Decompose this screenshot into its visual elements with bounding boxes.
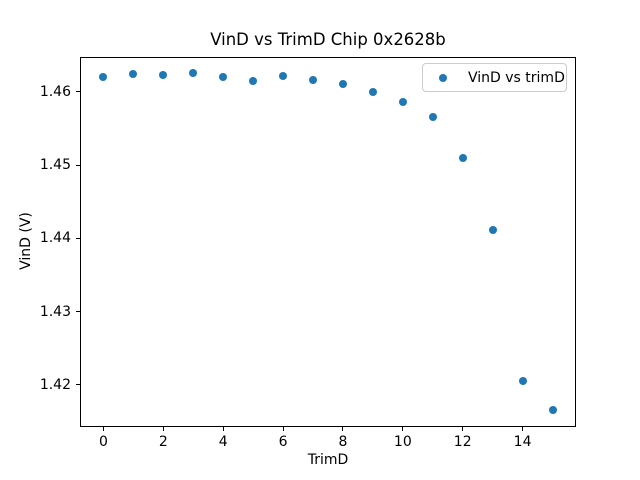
- x-tick: [342, 426, 344, 431]
- data-point: [309, 75, 318, 84]
- y-tick: [76, 384, 81, 386]
- x-tick-label: 2: [158, 434, 168, 450]
- data-point: [99, 73, 108, 82]
- x-tick: [102, 426, 104, 431]
- x-tick-label: 14: [513, 434, 532, 450]
- y-tick-label: 1.44: [39, 230, 71, 247]
- legend-marker-icon: [439, 73, 447, 82]
- x-tick-label: 10: [393, 434, 412, 450]
- y-tick-label: 1.42: [39, 376, 71, 393]
- chart-title: VinD vs TrimD Chip 0x2628b: [210, 30, 446, 49]
- x-axis-label: TrimD: [307, 452, 349, 468]
- x-tick: [402, 426, 404, 431]
- x-tick: [522, 426, 524, 431]
- data-point: [129, 70, 138, 79]
- data-point: [249, 76, 258, 85]
- x-tick: [162, 426, 164, 431]
- data-point: [368, 87, 377, 96]
- x-tick-label: 6: [278, 434, 288, 450]
- x-tick-label: 4: [218, 434, 228, 450]
- x-tick-label: 12: [453, 434, 472, 450]
- y-tick: [76, 237, 81, 239]
- x-tick-label: 8: [338, 434, 348, 450]
- x-tick-label: 0: [98, 434, 108, 450]
- data-point: [458, 153, 467, 162]
- y-tick: [76, 91, 81, 93]
- x-tick: [282, 426, 284, 431]
- data-point: [488, 225, 497, 234]
- x-tick: [222, 426, 224, 431]
- legend-label: VinD vs trimD: [468, 69, 565, 86]
- x-tick: [462, 426, 464, 431]
- y-tick-label: 1.46: [39, 83, 71, 100]
- data-point: [428, 113, 437, 122]
- data-point: [338, 79, 347, 88]
- data-point: [279, 71, 288, 80]
- y-tick-label: 1.43: [39, 303, 71, 320]
- data-point: [219, 73, 228, 82]
- data-point: [398, 97, 407, 106]
- plot-area: VinD vs trimD 0 2 4 6 8 10 12 14 1.42 1.43 1.44 1.4…: [40, 57, 576, 450]
- y-tick-label: 1.45: [39, 157, 71, 174]
- y-tick: [76, 164, 81, 166]
- data-point: [189, 68, 198, 77]
- data-point: [159, 70, 168, 79]
- data-point: [518, 377, 527, 386]
- legend: VinD vs trimD: [422, 63, 567, 92]
- y-axis-label: VinD (V): [18, 212, 34, 270]
- y-tick: [76, 311, 81, 313]
- data-point: [548, 405, 557, 414]
